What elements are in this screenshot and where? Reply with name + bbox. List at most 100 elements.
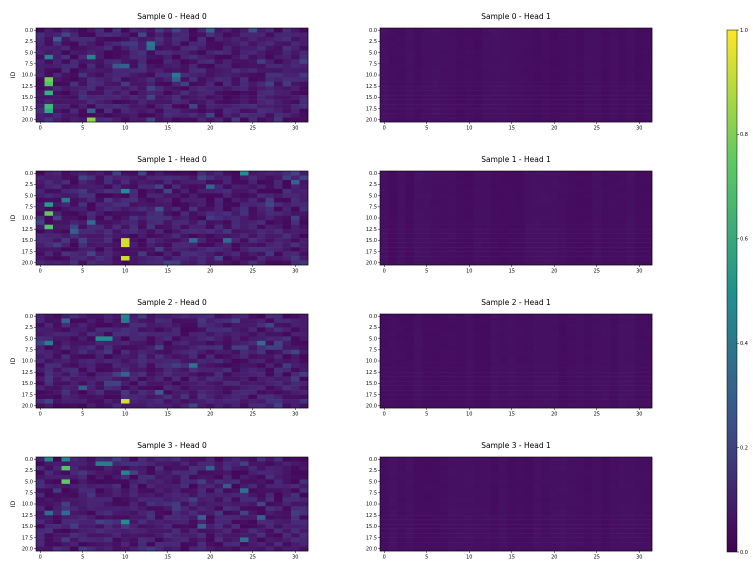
heatmap-cell — [61, 390, 71, 395]
heatmap-cell — [584, 81, 593, 87]
heatmap-cell — [87, 465, 96, 471]
heatmap-cell — [397, 224, 406, 230]
heatmap-cell — [626, 220, 636, 225]
heatmap-cell — [206, 32, 215, 38]
heatmap-cell — [473, 256, 483, 261]
heatmap-cell — [248, 394, 258, 400]
heatmap-cell — [172, 32, 181, 38]
heatmap-cell — [601, 81, 610, 87]
heatmap-cell — [172, 399, 181, 404]
heatmap-cell — [635, 117, 644, 123]
heatmap-cell — [524, 41, 534, 47]
heatmap-cell — [533, 381, 542, 386]
heatmap-cell — [431, 394, 440, 400]
heatmap-cell — [265, 390, 275, 395]
heatmap-cell — [163, 72, 173, 78]
heatmap-cell — [53, 188, 62, 194]
heatmap-cell — [138, 59, 147, 65]
heatmap-cell — [274, 470, 283, 476]
heatmap-cell — [456, 104, 466, 109]
heatmap-cell — [44, 367, 54, 373]
heatmap-cell — [397, 331, 406, 337]
heatmap-cell — [499, 184, 508, 190]
heatmap-cell — [36, 36, 45, 42]
heatmap-cell — [448, 59, 457, 65]
heatmap-cell — [439, 260, 449, 266]
heatmap-cell — [95, 63, 105, 69]
heatmap-cell — [231, 483, 241, 489]
heatmap-cell — [550, 372, 559, 377]
heatmap-cell — [282, 372, 292, 377]
heatmap-cell — [456, 314, 466, 319]
heatmap-cell — [146, 220, 156, 225]
heatmap-cell — [490, 376, 500, 382]
heatmap-cell — [274, 260, 283, 266]
heatmap-cell — [507, 50, 517, 56]
heatmap-cell — [87, 108, 96, 114]
heatmap-cell — [189, 372, 198, 377]
heatmap-cell — [87, 492, 96, 498]
x-tick-label: 20 — [207, 269, 213, 275]
heatmap-cell — [206, 238, 215, 243]
heatmap-cell — [274, 108, 283, 114]
heatmap-cell — [197, 318, 207, 324]
heatmap-cell — [172, 394, 181, 400]
heatmap-cell — [516, 72, 525, 78]
heatmap-cell — [104, 524, 113, 529]
heatmap-cell — [240, 394, 249, 400]
heatmap-cell — [618, 363, 627, 368]
heatmap-cell — [70, 501, 79, 507]
heatmap-cell — [490, 372, 500, 377]
heatmap-cell — [397, 215, 406, 221]
heatmap-cell — [206, 95, 215, 100]
heatmap-cell — [248, 363, 258, 368]
heatmap-cell — [388, 349, 398, 355]
y-tick-label: 10.0 — [22, 502, 33, 508]
heatmap-cell — [507, 354, 517, 360]
heatmap-cell — [163, 510, 173, 516]
heatmap-cell — [146, 390, 156, 395]
heatmap-cell — [490, 193, 500, 199]
heatmap-cell — [248, 510, 258, 516]
heatmap-cell — [163, 197, 173, 203]
heatmap-cell — [439, 32, 449, 38]
heatmap-cell — [380, 229, 389, 234]
heatmap-cell — [388, 113, 398, 118]
heatmap-cell — [550, 28, 559, 33]
heatmap-cell — [61, 354, 71, 360]
heatmap-cell — [388, 188, 398, 194]
heatmap-cell — [138, 197, 147, 203]
heatmap-cell — [257, 363, 266, 368]
heatmap-cell — [214, 542, 224, 547]
heatmap-cell — [155, 206, 164, 212]
heatmap-cell — [214, 108, 224, 114]
heatmap-cell — [240, 327, 249, 333]
heatmap-cell — [78, 314, 88, 319]
heatmap-cell — [414, 206, 423, 212]
heatmap-cell — [78, 171, 88, 176]
heatmap-cell — [240, 542, 249, 547]
heatmap-cell — [465, 45, 474, 51]
heatmap-cell — [448, 256, 457, 261]
heatmap-cell — [558, 175, 568, 181]
heatmap-cell — [44, 63, 54, 69]
heatmap-cell — [112, 349, 122, 355]
heatmap-cell — [172, 372, 181, 377]
heatmap-cell — [516, 242, 525, 248]
heatmap-cell — [473, 220, 483, 225]
heatmap-cell — [592, 171, 602, 176]
heatmap-cell — [575, 220, 585, 225]
heatmap-cell — [61, 229, 71, 234]
heatmap-cell — [274, 327, 283, 333]
heatmap-cell — [299, 385, 309, 391]
heatmap-cell — [53, 90, 62, 96]
heatmap-cell — [240, 86, 249, 91]
heatmap-cell — [575, 72, 585, 78]
heatmap-cell — [104, 242, 113, 248]
heatmap-cell — [257, 50, 266, 56]
heatmap-cell — [448, 251, 457, 257]
panel-title: Sample 1 - Head 0 — [137, 155, 207, 164]
heatmap-cell — [146, 229, 156, 234]
heatmap-cell — [635, 220, 644, 225]
heatmap-cell — [180, 206, 190, 212]
